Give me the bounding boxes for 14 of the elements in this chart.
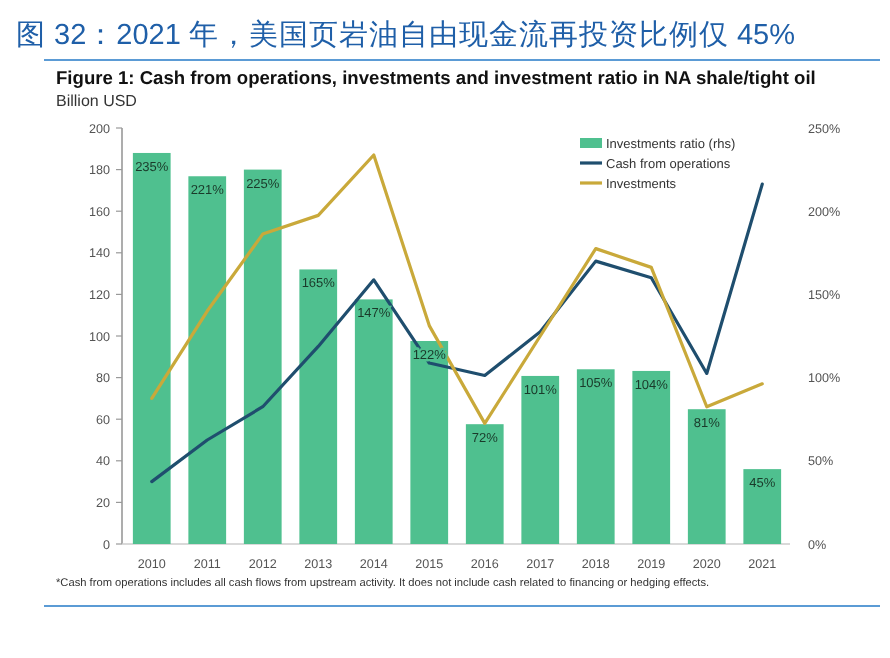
bar	[687, 409, 726, 544]
bar	[410, 340, 449, 544]
bar	[465, 424, 504, 544]
bar	[521, 375, 560, 544]
bar	[632, 370, 671, 544]
bar	[243, 169, 282, 544]
bar	[299, 269, 338, 544]
bar	[132, 152, 171, 544]
bar	[188, 176, 227, 544]
bar	[576, 369, 615, 544]
ylabel: Billion USD	[56, 92, 137, 110]
subtitle: Figure 1: Cash from operations, investments and investment ratio in NA shale/tight oil	[56, 68, 816, 88]
title: 图 32：2021 年，美国页岩油自由现金流再投资比例仅 45%	[16, 20, 795, 52]
bar	[354, 299, 393, 544]
